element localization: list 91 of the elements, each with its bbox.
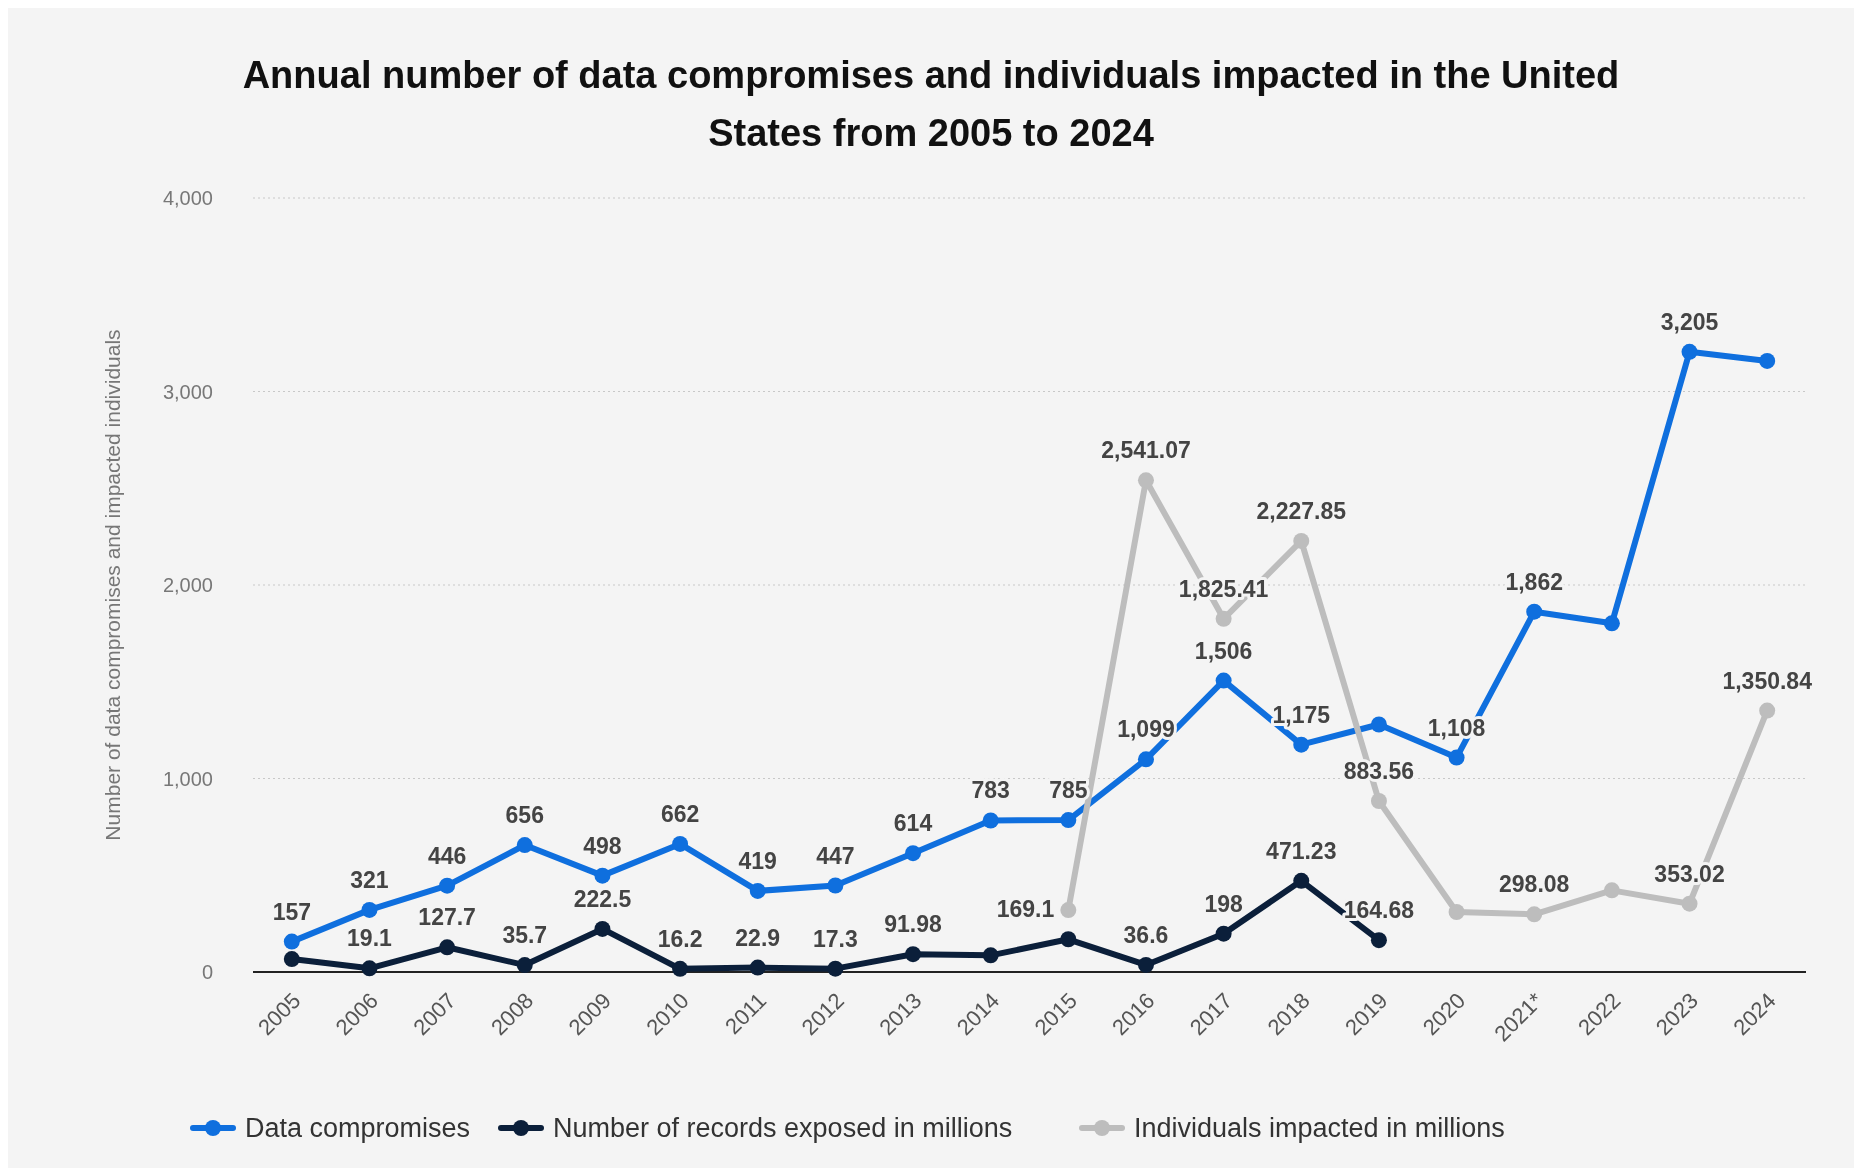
point xyxy=(1448,904,1465,921)
point xyxy=(594,920,611,937)
point xyxy=(1370,793,1387,810)
y-tick-label: 3,000 xyxy=(162,380,213,403)
data-label: 91.98 xyxy=(884,911,943,938)
point xyxy=(1060,902,1077,919)
data-label: 471.23 xyxy=(1266,837,1337,864)
data-label: 1,350.84 xyxy=(1722,667,1813,694)
y-axis-title: Number of data compromises and impacted individuals xyxy=(101,329,124,841)
point xyxy=(283,951,300,968)
data-label: 157 xyxy=(272,898,312,925)
point xyxy=(1137,956,1154,973)
point xyxy=(1526,603,1543,620)
data-label: 16.2 xyxy=(657,925,703,952)
point xyxy=(1215,610,1232,627)
data-label: 1,175 xyxy=(1272,701,1331,728)
data-label: 2,541.07 xyxy=(1101,437,1191,464)
y-tick-label: 1,000 xyxy=(162,767,213,790)
point xyxy=(594,867,611,884)
point xyxy=(1293,532,1310,549)
point xyxy=(1215,925,1232,942)
data-label: 656 xyxy=(505,802,544,829)
point xyxy=(1137,472,1154,489)
chart-title: Annual number of data compromises and individuals impacted in the United States from 2005 to 2024 xyxy=(242,54,1620,154)
data-label: 321 xyxy=(350,866,389,893)
point xyxy=(1681,895,1698,912)
data-label: 446 xyxy=(427,842,467,869)
data-label: 614 xyxy=(893,810,933,837)
point xyxy=(1137,751,1154,768)
legend-label: Data compromises xyxy=(245,1113,471,1143)
data-label: 353.02 xyxy=(1654,860,1725,887)
point xyxy=(982,812,999,829)
point xyxy=(1759,352,1776,369)
point xyxy=(749,882,766,899)
point xyxy=(1060,931,1077,948)
point xyxy=(827,877,844,894)
y-tick-label: 2,000 xyxy=(162,574,213,596)
point xyxy=(516,957,533,974)
point xyxy=(982,947,999,964)
data-label: 198 xyxy=(1204,890,1244,917)
data-label: 22.9 xyxy=(735,924,781,951)
point xyxy=(1293,736,1310,753)
y-tick-label: 0 xyxy=(201,961,213,983)
point xyxy=(439,877,456,894)
data-label: 419 xyxy=(738,847,777,874)
point xyxy=(1370,716,1387,733)
point xyxy=(1759,702,1776,719)
data-label: 35.7 xyxy=(502,922,548,949)
data-label: 298.08 xyxy=(1499,871,1570,898)
legend-label: Individuals impacted in millions xyxy=(1134,1113,1505,1143)
point xyxy=(672,835,689,852)
point xyxy=(1370,932,1387,949)
data-label: 1,506 xyxy=(1194,637,1253,664)
point xyxy=(283,933,300,950)
point xyxy=(672,960,689,977)
data-label: 19.1 xyxy=(347,925,393,952)
point xyxy=(1681,343,1698,360)
data-label: 783 xyxy=(971,777,1010,804)
data-label: 36.6 xyxy=(1123,921,1169,948)
point xyxy=(827,960,844,977)
point xyxy=(1215,672,1232,689)
data-label: 2,227.85 xyxy=(1256,497,1347,524)
data-label: 662 xyxy=(660,800,700,827)
point xyxy=(361,901,378,918)
data-label: 222.5 xyxy=(573,885,632,912)
data-label: 164.68 xyxy=(1343,897,1415,924)
point xyxy=(905,845,922,862)
legend-label: Number of records exposed in millions xyxy=(553,1113,1013,1143)
data-label: 1,825.41 xyxy=(1178,575,1269,602)
point xyxy=(516,837,533,854)
data-label: 1,862 xyxy=(1505,568,1564,595)
data-label: 785 xyxy=(1049,777,1088,804)
point xyxy=(905,946,922,963)
data-label: 498 xyxy=(583,832,622,859)
point xyxy=(749,959,766,976)
data-label: 169.1 xyxy=(996,896,1055,923)
point xyxy=(1293,872,1310,889)
point xyxy=(361,960,378,977)
y-tick-label: 4,000 xyxy=(162,187,213,209)
data-label: 17.3 xyxy=(812,925,858,952)
data-label: 447 xyxy=(816,842,855,869)
data-label: 127.7 xyxy=(418,904,476,931)
point xyxy=(1526,906,1543,923)
point xyxy=(1060,812,1077,829)
point xyxy=(1603,882,1620,899)
point xyxy=(1603,615,1620,632)
data-label: 3,205 xyxy=(1660,308,1719,335)
point xyxy=(439,939,456,956)
data-label: 1,099 xyxy=(1117,716,1175,743)
data-label: 883.56 xyxy=(1343,758,1415,785)
point xyxy=(1448,749,1465,766)
